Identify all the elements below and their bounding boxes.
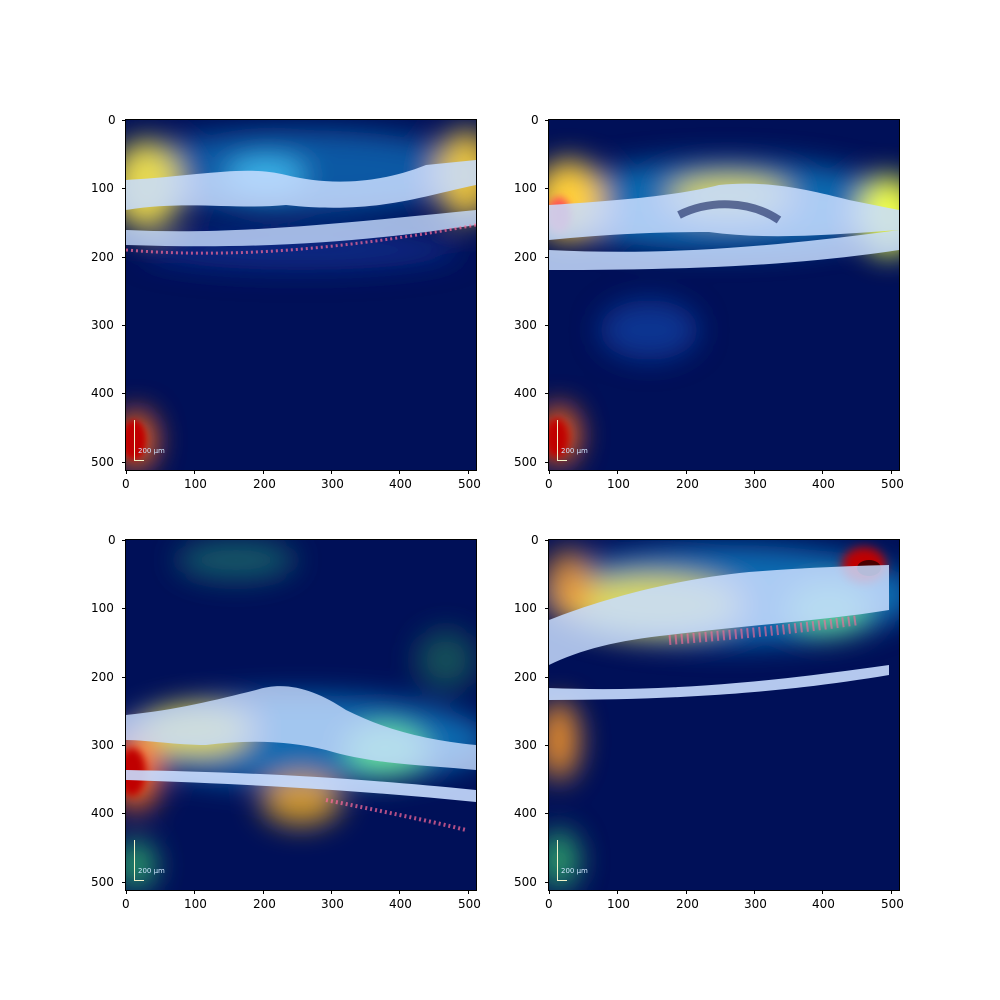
y-tick-label: 0 [108,533,116,547]
y-tick-label: 0 [531,533,539,547]
x-tick-label: 400 [389,477,412,491]
y-tick-label: 500 [91,455,114,469]
scale-bar [134,420,135,460]
heatmap-image: 200 µm [548,119,900,471]
heatmap-image: 200 µm [125,539,477,891]
x-tick-label: 500 [881,897,904,911]
scale-bar-label: 200 µm [138,447,165,455]
x-tick-label: 500 [881,477,904,491]
y-tick-label: 100 [91,181,114,195]
y-tick-label: 500 [514,875,537,889]
x-tick-label: 100 [607,477,630,491]
x-tick-label: 500 [458,897,481,911]
x-tick-label: 100 [184,897,207,911]
y-tick-label: 300 [514,738,537,752]
x-tick-label: 0 [122,477,130,491]
y-tick-label: 100 [91,601,114,615]
scale-bar-label: 200 µm [561,867,588,875]
heatmap-image: 200 µm [125,119,477,471]
x-tick-label: 400 [812,897,835,911]
y-tick-label: 400 [91,806,114,820]
x-tick-label: 0 [122,897,130,911]
scale-bar-label: 200 µm [561,447,588,455]
y-tick-label: 100 [514,601,537,615]
x-tick-label: 200 [253,897,276,911]
x-tick-label: 0 [545,897,553,911]
panel-top-left: 200 µm 0 100 200 300 400 500 0 100 200 3… [0,0,500,500]
y-tick-label: 500 [514,455,537,469]
x-tick-label: 300 [744,897,767,911]
y-tick-label: 100 [514,181,537,195]
heatmap-image: 200 µm [548,539,900,891]
x-tick-label: 400 [389,897,412,911]
y-tick-label: 300 [91,318,114,332]
x-tick-label: 300 [744,477,767,491]
panel-bottom-left: 200 µm 0 100 200 300 400 500 0 100 200 3… [91,533,481,911]
y-tick-label: 200 [514,250,537,264]
y-tick-label: 200 [514,670,537,684]
scale-bar-label: 200 µm [138,867,165,875]
panel-top-right: 200 µm 0 100 200 300 400 500 0 100 200 3… [514,113,904,491]
scale-bar [134,840,135,880]
y-tick-label: 400 [91,386,114,400]
x-tick-label: 200 [676,897,699,911]
x-tick-label: 300 [321,477,344,491]
x-tick-label: 400 [812,477,835,491]
x-tick-label: 500 [458,477,481,491]
y-tick-label: 200 [91,670,114,684]
y-tick-label: 400 [514,386,537,400]
x-tick-label: 200 [676,477,699,491]
x-tick-label: 100 [184,477,207,491]
y-tick-label: 500 [91,875,114,889]
y-tick-label: 200 [91,250,114,264]
y-tick-label: 300 [91,738,114,752]
scale-bar [557,420,558,460]
scale-bar [557,840,558,880]
x-tick-label: 300 [321,897,344,911]
x-tick-label: 100 [607,897,630,911]
y-tick-label: 300 [514,318,537,332]
x-tick-label: 0 [545,477,553,491]
y-tick-label: 0 [108,113,116,127]
y-tick-label: 400 [514,806,537,820]
y-tick-label: 0 [531,113,539,127]
x-tick-label: 200 [253,477,276,491]
